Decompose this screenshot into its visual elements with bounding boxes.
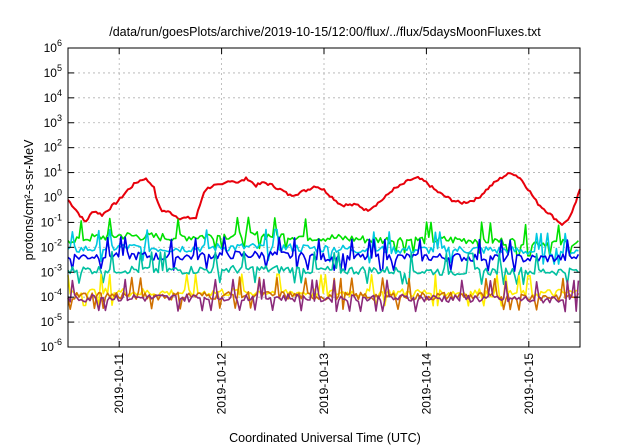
y-axis-label: protons/cm²-s-sr-MeV bbox=[22, 139, 36, 261]
chart-title: /data/run/goesPlots/archive/2019-10-15/1… bbox=[109, 25, 541, 39]
y-tick-label: 106 bbox=[44, 38, 62, 55]
series-line-7 bbox=[67, 276, 580, 311]
y-tick-label: 103 bbox=[44, 113, 62, 130]
y-tick-label: 10-3 bbox=[41, 262, 62, 279]
y-tick-label: 101 bbox=[44, 163, 62, 180]
y-axis: 10-6 10-5 10-4 10-3 10-2 10-1 100 101 102 103 104 1… bbox=[41, 38, 580, 354]
x-tick-label: 2019-10-15 bbox=[522, 353, 536, 415]
y-tick-label: 10-4 bbox=[41, 287, 62, 304]
x-tick-label: 2019-10-14 bbox=[419, 353, 433, 415]
x-tick-label: 2019-10-12 bbox=[215, 353, 229, 415]
x-axis: 2019-10-11 2019-10-12 2019-10-13 2019-10-14… bbox=[112, 48, 536, 414]
y-tick-label: 104 bbox=[44, 88, 62, 105]
y-tick-label: 10-5 bbox=[41, 312, 62, 329]
series-line-1 bbox=[67, 172, 581, 226]
series-group bbox=[67, 172, 581, 313]
y-tick-label: 102 bbox=[44, 138, 62, 155]
x-tick-label: 2019-10-13 bbox=[317, 353, 331, 415]
y-tick-label: 105 bbox=[44, 63, 62, 80]
y-tick-label: 10-1 bbox=[41, 212, 62, 229]
series-line-3 bbox=[67, 228, 579, 265]
series-line-5 bbox=[67, 250, 580, 286]
x-tick-label: 2019-10-11 bbox=[112, 353, 126, 414]
x-axis-label: Coordinated Universal Time (UTC) bbox=[229, 431, 421, 445]
y-tick-label: 100 bbox=[44, 188, 62, 205]
series-line-6 bbox=[67, 273, 579, 307]
y-tick-label: 10-6 bbox=[41, 337, 62, 354]
series-line-8 bbox=[67, 278, 580, 313]
y-tick-label: 10-2 bbox=[41, 237, 62, 254]
grid bbox=[68, 48, 580, 347]
series-line-2 bbox=[67, 216, 579, 257]
